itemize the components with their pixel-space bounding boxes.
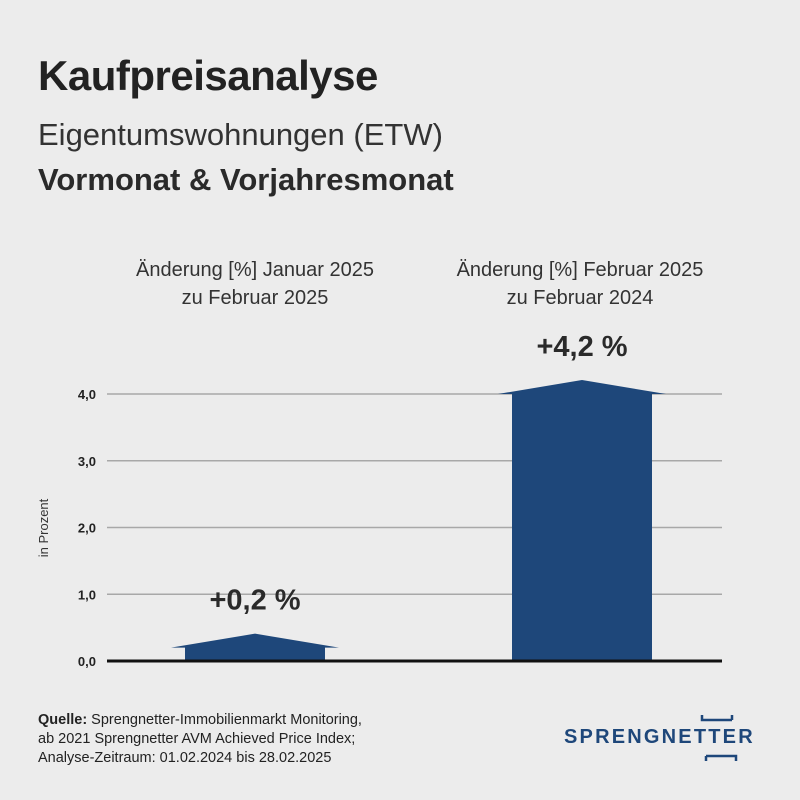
y-tick-label: 1,0	[78, 587, 96, 602]
y-tick-label: 4,0	[78, 387, 96, 402]
chart-title: Kaufpreisanalyse	[38, 52, 378, 99]
y-tick-label: 3,0	[78, 454, 96, 469]
category-label-line: zu Februar 2025	[181, 287, 329, 309]
source-label: Quelle:	[38, 712, 88, 728]
bar	[498, 380, 666, 661]
category-label: Änderung [%] Februar 2025 zu Februar 202…	[420, 256, 740, 312]
data-label: +4,2 %	[536, 331, 627, 363]
y-tick-label: 2,0	[78, 521, 96, 536]
source-note: Quelle: Sprengnetter-Immobilienmarkt Mon…	[38, 711, 458, 768]
sprengnetter-logo: SPRENGNETTER	[560, 712, 770, 762]
source-line: Analyse-Zeitraum: 01.02.2024 bis 28.02.2…	[38, 750, 332, 766]
chart-subtitle-secondary: Vormonat & Vorjahresmonat	[38, 162, 454, 197]
data-label: +0,2 %	[209, 585, 300, 617]
category-label: Änderung [%] Januar 2025 zu Februar 2025	[95, 256, 415, 312]
logo-text: SPRENGNETTER	[564, 726, 755, 748]
logo-bracket-icon	[700, 715, 738, 761]
y-axis-label: in Prozent	[36, 498, 51, 557]
category-label-line: Änderung [%] Februar 2025	[456, 259, 704, 281]
chart-subtitle: Eigentumswohnungen (ETW)	[38, 117, 443, 152]
source-line: Sprengnetter-Immobilienmarkt Monitoring,	[87, 712, 362, 728]
category-label-line: zu Februar 2024	[506, 287, 654, 309]
source-line: ab 2021 Sprengnetter AVM Achieved Price …	[38, 731, 356, 747]
bar	[171, 633, 339, 661]
y-tick-label: 0,0	[78, 654, 96, 669]
category-label-line: Änderung [%] Januar 2025	[136, 259, 374, 281]
